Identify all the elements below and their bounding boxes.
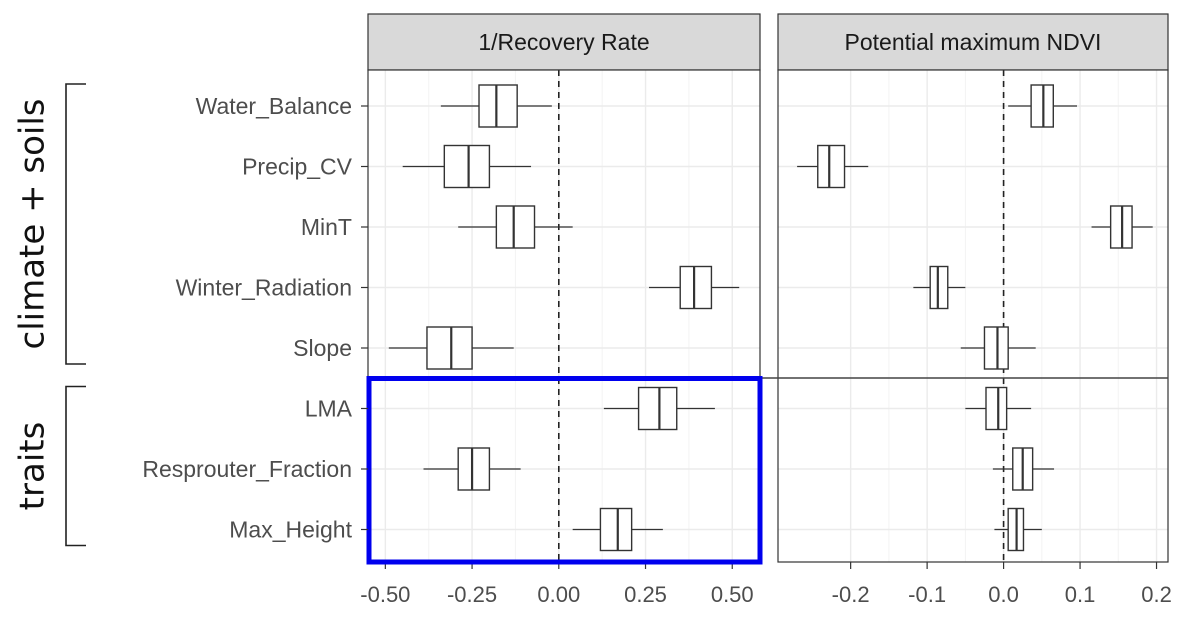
category-label: MinT [301, 214, 352, 240]
box-Precip_CV [797, 144, 869, 189]
box-iqr [817, 144, 846, 189]
panel-title: Potential maximum NDVI [845, 29, 1102, 55]
group-bracket [65, 385, 86, 547]
x-tick-label: -0.25 [447, 582, 497, 607]
category-label: Slope [293, 335, 352, 361]
box-iqr [985, 386, 1008, 431]
box-iqr [929, 265, 949, 310]
category-label: Winter_Radiation [176, 275, 352, 301]
x-tick-label: 0.00 [537, 582, 580, 607]
group-bracket [65, 83, 86, 365]
category-label: Max_Height [229, 517, 352, 543]
x-tick-label: -0.1 [908, 582, 946, 607]
box-Slope [388, 326, 514, 370]
group-label: traits [13, 422, 53, 511]
box-iqr [457, 447, 491, 491]
panel-strip [367, 13, 761, 71]
box-iqr [679, 265, 713, 310]
plot-area [368, 70, 760, 562]
group-0: climate + soils [13, 83, 86, 365]
box-Precip_CV [402, 144, 532, 189]
box-MinT [1091, 205, 1153, 249]
box-Water_Balance [1008, 84, 1077, 128]
box-iqr [443, 144, 491, 189]
box-Winter_Radiation [913, 265, 966, 310]
box-Max_Height [572, 507, 663, 552]
box-iqr [599, 507, 633, 552]
box-iqr [1030, 84, 1054, 128]
plot-area [778, 70, 1168, 562]
box-iqr [495, 205, 536, 249]
box-iqr [426, 326, 473, 370]
group-label: climate + soils [13, 98, 53, 349]
panel-title: 1/Recovery Rate [478, 29, 649, 55]
box-Max_Height [994, 507, 1042, 552]
x-tick-label: 0.2 [1141, 582, 1172, 607]
box-Resprouter_Fraction [992, 447, 1055, 491]
box-MinT [458, 205, 573, 249]
box-Slope [960, 326, 1036, 370]
panel-1: Potential maximum NDVI -0.2 -0.1 0.0 0.1 0.2 [777, 13, 1172, 607]
x-tick-label: -0.2 [832, 582, 870, 607]
x-tick-label: 0.1 [1065, 582, 1096, 607]
panel-border [777, 69, 1169, 563]
category-label: LMA [305, 396, 353, 422]
box-Resprouter_Fraction [423, 447, 521, 491]
x-tick-label: 0.0 [988, 582, 1019, 607]
panel-strip [777, 13, 1169, 71]
x-tick-label: 0.25 [624, 582, 667, 607]
category-label: Resprouter_Fraction [142, 456, 352, 482]
box-Winter_Radiation [648, 265, 740, 310]
box-LMA [603, 386, 715, 431]
box-iqr [983, 326, 1009, 370]
category-label: Water_Balance [196, 93, 352, 119]
highlight-box [366, 376, 763, 565]
group-1: traits [13, 385, 86, 547]
box-iqr [478, 84, 518, 128]
x-tick-label: 0.50 [711, 582, 754, 607]
box-LMA [965, 386, 1032, 431]
x-tick-label: -0.50 [360, 582, 410, 607]
panel-0: 1/Recovery Rate -0.50 -0.25 0.00 0.25 0.50 [360, 13, 761, 607]
category-label: Precip_CV [242, 154, 353, 180]
box-iqr [637, 386, 678, 431]
box-Water_Balance [440, 84, 552, 128]
